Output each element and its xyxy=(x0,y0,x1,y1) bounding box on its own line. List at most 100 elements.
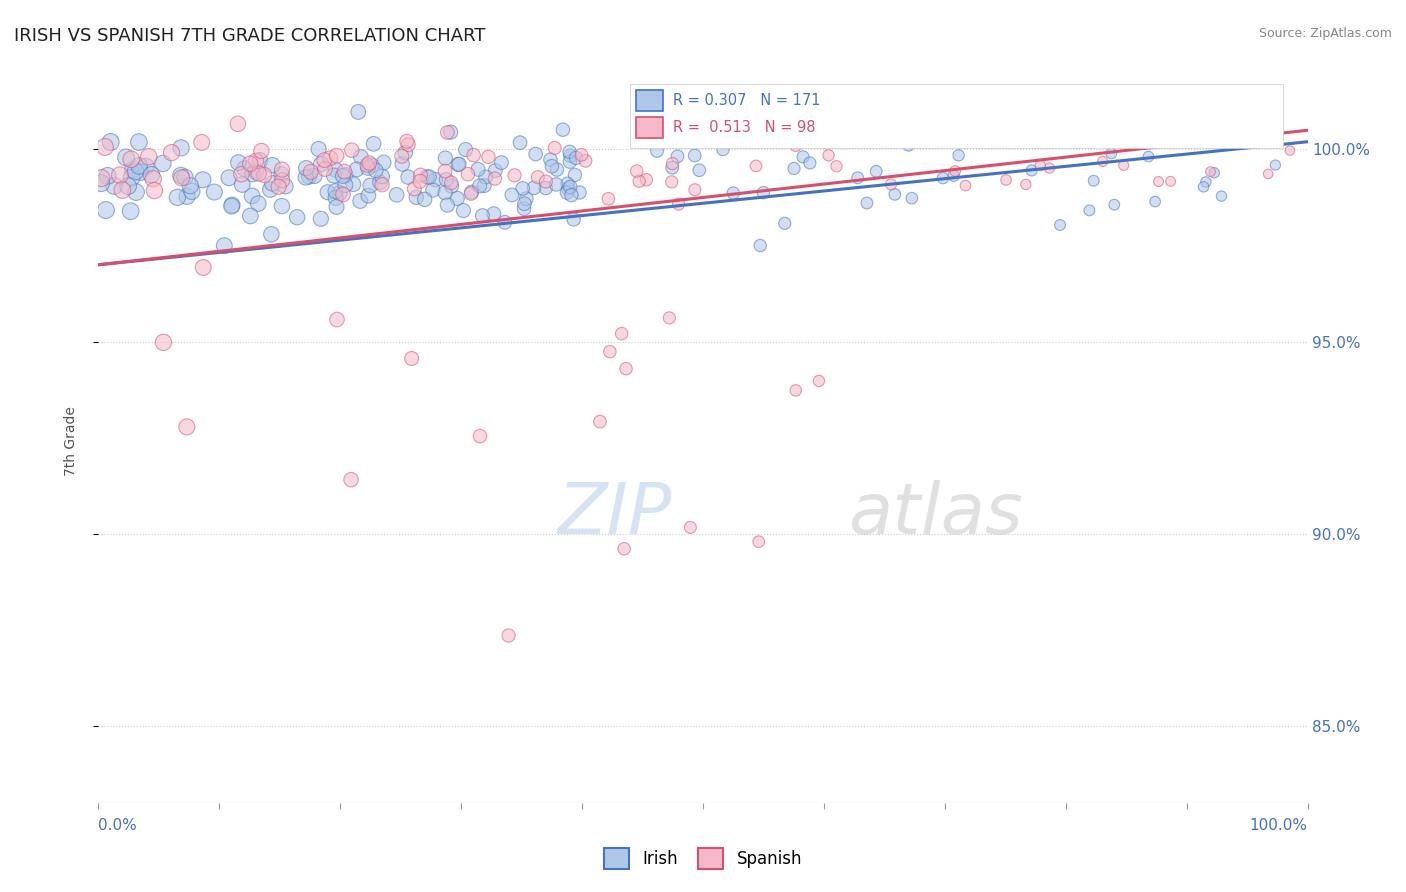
Point xyxy=(472,178,495,193)
Point xyxy=(174,170,197,185)
Point xyxy=(446,191,468,205)
Point xyxy=(422,183,444,197)
Point xyxy=(299,165,322,179)
Point xyxy=(748,534,770,549)
Point xyxy=(357,161,380,175)
Point xyxy=(1078,203,1101,218)
Point xyxy=(97,169,120,183)
Point xyxy=(314,161,336,176)
Point xyxy=(138,150,160,164)
Point xyxy=(135,160,157,174)
Point xyxy=(108,168,131,182)
Point xyxy=(129,165,152,179)
Point xyxy=(176,420,198,434)
Point xyxy=(233,161,256,176)
Point xyxy=(117,179,139,194)
Point xyxy=(560,149,582,163)
Point xyxy=(239,157,262,171)
Point xyxy=(308,142,330,156)
Point xyxy=(897,138,920,153)
Bar xyxy=(637,117,664,138)
Point xyxy=(1038,161,1060,175)
Point xyxy=(1160,174,1182,188)
Point xyxy=(883,187,905,202)
Point xyxy=(202,185,225,199)
Point xyxy=(434,186,457,200)
Point xyxy=(1204,166,1226,180)
Point xyxy=(103,178,125,193)
Point xyxy=(231,178,253,192)
Point xyxy=(560,188,582,202)
Point xyxy=(90,176,112,190)
Point xyxy=(524,147,547,161)
Point xyxy=(267,179,290,194)
Point xyxy=(562,212,585,227)
Point xyxy=(792,150,814,164)
Point xyxy=(128,135,150,149)
Point xyxy=(160,145,183,160)
Point xyxy=(745,159,768,173)
Point xyxy=(349,194,371,208)
Point xyxy=(325,184,347,198)
Point xyxy=(364,163,387,178)
Point xyxy=(176,189,198,203)
Point xyxy=(501,188,523,202)
Point xyxy=(340,143,363,157)
Point xyxy=(395,134,418,148)
Point xyxy=(626,164,648,178)
Point xyxy=(391,157,413,171)
Point xyxy=(409,168,432,182)
Point xyxy=(523,181,546,195)
Point xyxy=(418,169,440,184)
Point xyxy=(468,429,491,443)
Point xyxy=(228,155,250,169)
Point xyxy=(434,151,457,165)
Point xyxy=(773,216,796,230)
Point xyxy=(1104,197,1126,211)
Point xyxy=(503,169,526,183)
Point xyxy=(316,185,339,199)
Point xyxy=(568,186,591,200)
Point xyxy=(932,171,955,186)
Point xyxy=(359,178,381,193)
Point xyxy=(546,162,568,177)
Point xyxy=(513,202,536,216)
Text: R =  0.513   N = 98: R = 0.513 N = 98 xyxy=(673,120,815,135)
Text: IRISH VS SPANISH 7TH GRADE CORRELATION CHART: IRISH VS SPANISH 7TH GRADE CORRELATION C… xyxy=(14,27,485,45)
Point xyxy=(253,168,276,182)
Point xyxy=(527,170,550,185)
Point xyxy=(661,175,683,189)
Point xyxy=(298,169,321,184)
Point xyxy=(544,141,567,155)
Point xyxy=(190,136,212,150)
Point xyxy=(498,628,520,642)
Point xyxy=(247,166,270,180)
Point xyxy=(477,150,499,164)
Point xyxy=(271,173,294,187)
Point xyxy=(551,122,574,136)
Point xyxy=(453,203,475,218)
Point xyxy=(546,178,568,192)
Point xyxy=(571,148,593,162)
Point xyxy=(125,185,148,199)
Point xyxy=(120,153,142,167)
Point xyxy=(513,196,536,211)
Point xyxy=(599,344,621,359)
Point xyxy=(1144,194,1167,209)
Point xyxy=(494,215,516,229)
Point xyxy=(491,155,513,169)
Point xyxy=(901,191,924,205)
Point xyxy=(825,159,848,173)
Point xyxy=(880,178,903,192)
Point xyxy=(1099,146,1122,161)
Point xyxy=(404,182,426,196)
Point xyxy=(152,156,174,170)
Point xyxy=(467,162,489,177)
Point xyxy=(335,178,357,192)
Point xyxy=(333,164,356,178)
Point xyxy=(534,181,557,195)
Point xyxy=(394,145,416,160)
Point xyxy=(262,158,284,172)
Point xyxy=(221,198,243,212)
Point xyxy=(325,191,347,205)
